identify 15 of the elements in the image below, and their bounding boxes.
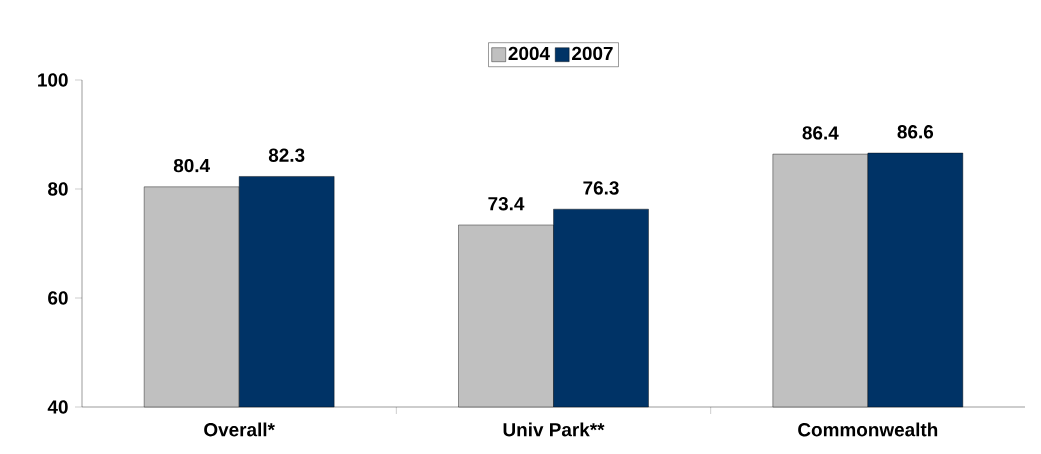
y-tick-label: 60 — [48, 291, 68, 305]
data-label: 73.4 — [488, 197, 525, 211]
data-label: 86.4 — [802, 126, 839, 140]
data-label: 86.6 — [897, 125, 934, 139]
legend-label: 2004 — [508, 46, 550, 61]
data-label: 82.3 — [268, 148, 305, 162]
legend-label: 2007 — [572, 46, 613, 61]
data-label: 76.3 — [583, 181, 619, 195]
x-tick-label: Commonwealth — [798, 422, 938, 437]
x-tick-label: Overall* — [204, 422, 275, 437]
data-label: 80.4 — [173, 158, 210, 173]
y-tick-label: 80 — [48, 182, 68, 196]
x-tick-label: Univ Park** — [503, 422, 605, 437]
y-tick-label: 100 — [38, 73, 68, 87]
y-tick-label: 40 — [47, 400, 68, 414]
